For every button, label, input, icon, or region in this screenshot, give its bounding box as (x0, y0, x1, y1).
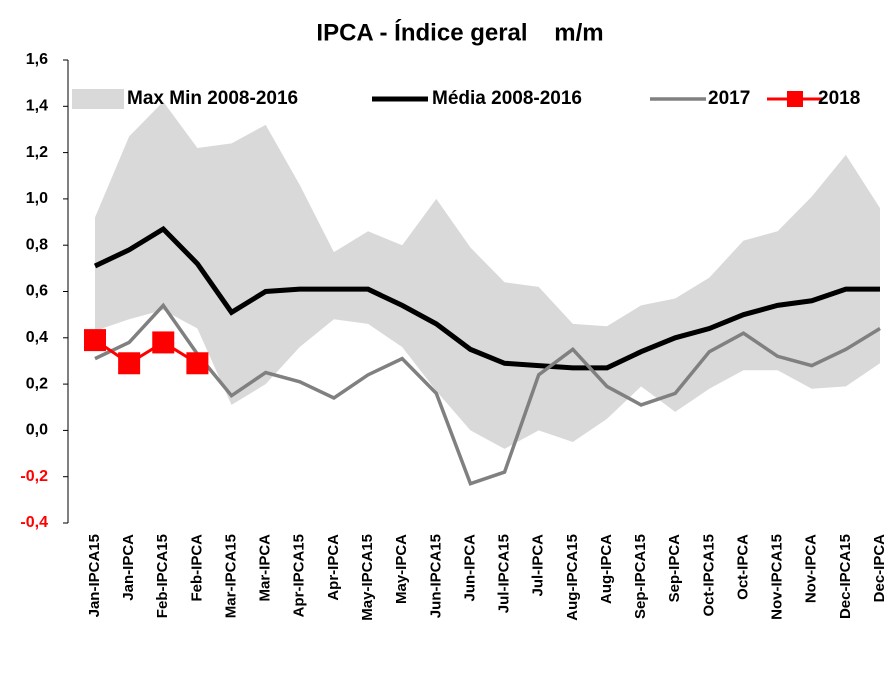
x-tick-label: Jun-IPCA15 (427, 534, 444, 618)
x-tick-label: Sep-IPCA15 (632, 534, 649, 619)
x-tick-label: Jan-IPCA (120, 534, 137, 601)
y-tick-label: 0,0 (26, 422, 48, 439)
y-tick-label: 1,6 (26, 51, 48, 68)
x-tick-label: Nov-IPCA15 (769, 534, 786, 620)
legend-label: Média 2008-2016 (432, 88, 582, 109)
legend-label: Max Min 2008-2016 (127, 88, 298, 109)
legend-label: 2018 (818, 88, 860, 109)
point-marker (84, 329, 106, 352)
range-area (95, 101, 880, 449)
y-tick-label: 0,8 (26, 236, 48, 253)
x-tick-label: Jul-IPCA (530, 534, 547, 597)
x-tick-label: Jun-IPCA (461, 534, 478, 602)
y-tick-label: 1,0 (26, 190, 48, 207)
x-tick-label: Nov-IPCA (803, 534, 820, 603)
point-marker (186, 352, 209, 375)
x-tick-label: Feb-IPCA (188, 534, 205, 602)
x-tick-label: Sep-IPCA (666, 534, 683, 603)
x-tick-label: Dec-IPCA (871, 534, 888, 603)
x-tick-label: Apr-IPCA15 (291, 534, 308, 617)
x-tick-label: Apr-IPCA (325, 534, 342, 601)
point-marker (152, 331, 175, 354)
x-tick-label: Feb-IPCA15 (154, 534, 171, 618)
x-tick-label: May-IPCA15 (359, 534, 376, 621)
x-tick-label: Oct-IPCA (734, 534, 751, 600)
y-tick-label: 1,2 (26, 144, 48, 161)
series-line (94, 338, 199, 366)
legend-marker (787, 91, 803, 107)
y-tick-label: 1,4 (26, 98, 48, 115)
y-tick-label: -0,2 (20, 468, 48, 485)
x-tick-label: Jan-IPCA15 (86, 534, 103, 617)
x-tick-label: Oct-IPCA15 (700, 534, 717, 617)
y-tick-label: 0,6 (26, 283, 48, 300)
x-tick-label: Dec-IPCA15 (837, 534, 854, 619)
chart-title: IPCA - Índice geral m/m (316, 18, 603, 46)
series-line (94, 302, 881, 486)
legend-label: 2017 (708, 88, 750, 109)
legend-swatch (72, 89, 124, 109)
series-line (93, 225, 880, 371)
x-tick-label: May-IPCA (393, 534, 410, 604)
x-tick-label: Mar-IPCA (257, 534, 274, 602)
y-tick-label: -0,4 (20, 514, 48, 531)
x-tick-label: Aug-IPCA15 (564, 534, 581, 621)
x-tick-label: Jul-IPCA15 (496, 534, 513, 613)
x-tick-label: Aug-IPCA (598, 534, 615, 604)
point-marker (118, 352, 141, 375)
y-tick-label: 0,4 (26, 329, 48, 346)
y-tick-label: 0,2 (26, 375, 48, 392)
x-tick-label: Mar-IPCA15 (222, 534, 239, 618)
